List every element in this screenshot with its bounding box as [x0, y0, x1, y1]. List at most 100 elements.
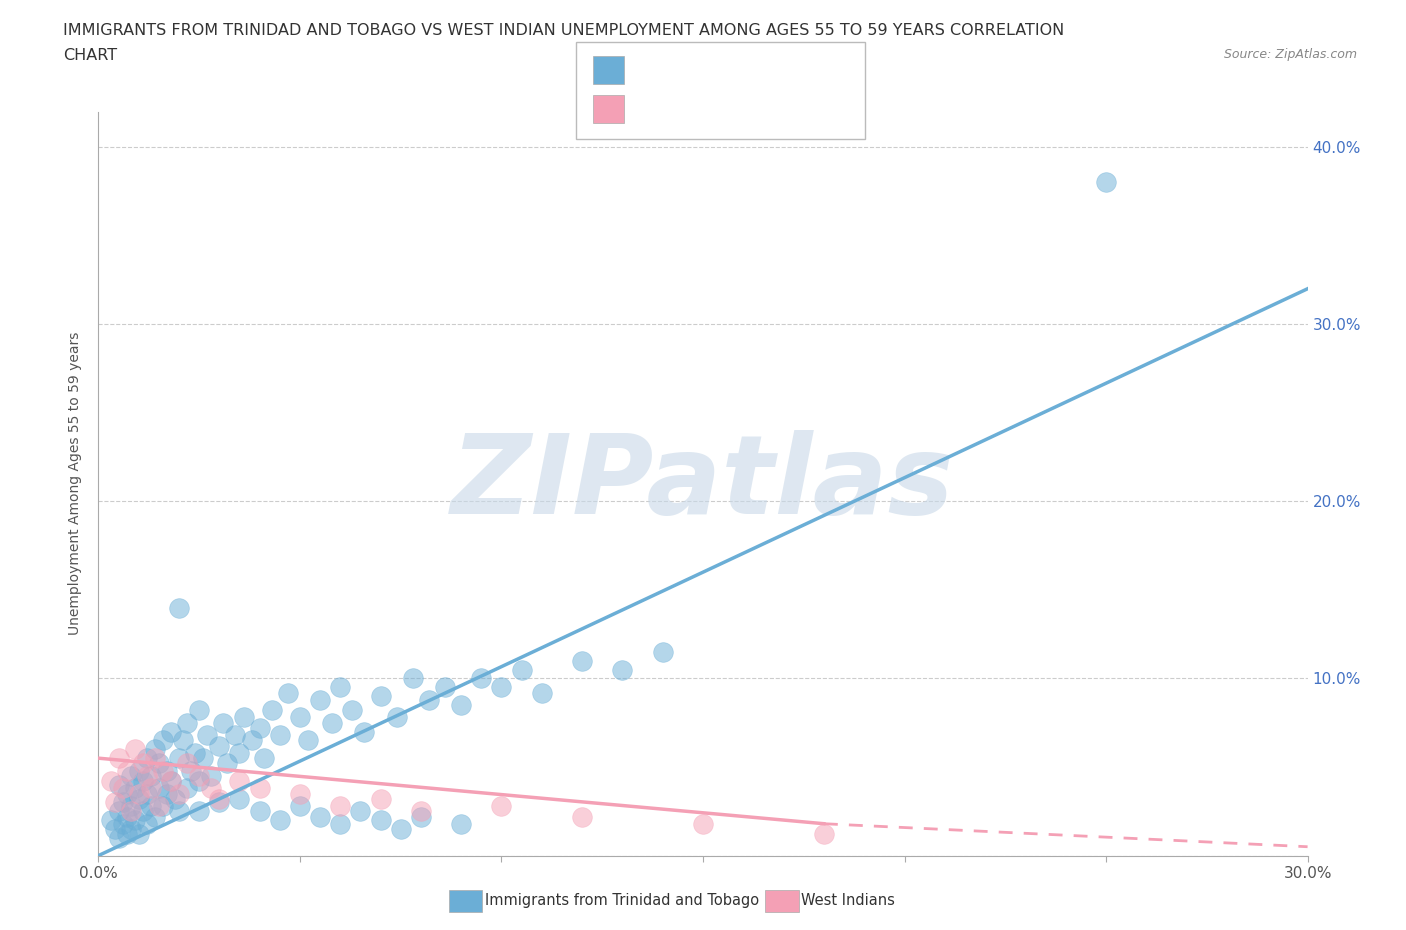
Text: -0.332: -0.332 [676, 101, 735, 119]
Point [188, 804, 211, 818]
Point [188, 774, 211, 789]
Point [450, 698, 472, 712]
Point [180, 764, 202, 778]
Point [107, 830, 129, 845]
Point [342, 703, 364, 718]
Point [329, 799, 352, 814]
Text: ZIPatlas: ZIPatlas [451, 430, 955, 538]
Point [228, 791, 250, 806]
Point [530, 685, 553, 700]
Point [115, 786, 138, 801]
Point [188, 768, 211, 783]
Point [249, 781, 271, 796]
Point [692, 817, 714, 831]
Point [139, 781, 162, 796]
Point [120, 799, 142, 814]
Point [349, 804, 371, 818]
Point [385, 710, 408, 724]
Point [212, 715, 235, 730]
Point [184, 746, 207, 761]
Point [510, 662, 533, 677]
Point [208, 738, 231, 753]
Point [107, 751, 129, 765]
Point [160, 774, 183, 789]
Point [277, 685, 299, 700]
Point [253, 751, 276, 765]
Point [571, 653, 593, 668]
Point [176, 756, 198, 771]
Point [156, 786, 179, 801]
Point [228, 746, 250, 761]
Point [111, 817, 134, 831]
Point [103, 795, 125, 810]
Point [370, 813, 392, 828]
Point [167, 751, 190, 765]
Point [124, 813, 146, 828]
Point [143, 809, 166, 824]
Point [100, 813, 122, 828]
Point [353, 724, 375, 739]
Point [100, 774, 122, 789]
Point [491, 799, 513, 814]
Point [450, 817, 472, 831]
Point [124, 742, 146, 757]
Point [329, 680, 352, 695]
Point [107, 804, 129, 818]
Point [143, 751, 166, 765]
Point [115, 764, 138, 778]
Point [288, 799, 311, 814]
Point [128, 764, 150, 778]
Point [124, 781, 146, 796]
Point [139, 768, 162, 783]
Point [200, 768, 222, 783]
Y-axis label: Unemployment Among Ages 55 to 59 years: Unemployment Among Ages 55 to 59 years [69, 332, 83, 635]
Point [132, 774, 155, 789]
Point [309, 809, 332, 824]
Point [269, 727, 291, 742]
Point [167, 804, 190, 818]
Point [389, 821, 412, 836]
Text: Immigrants from Trinidad and Tobago: Immigrants from Trinidad and Tobago [485, 893, 759, 908]
Point [111, 781, 134, 796]
Point [370, 689, 392, 704]
Text: 0.719: 0.719 [676, 62, 735, 80]
Point [288, 786, 311, 801]
Point [208, 791, 231, 806]
Point [232, 710, 254, 724]
Point [120, 821, 142, 836]
Point [115, 827, 138, 842]
Point [132, 804, 155, 818]
Point [193, 751, 215, 765]
Point [409, 804, 432, 818]
Text: West Indians: West Indians [801, 893, 896, 908]
Point [148, 799, 170, 814]
Point [148, 781, 170, 796]
Point [128, 827, 150, 842]
Text: CHART: CHART [63, 48, 117, 63]
Text: 30: 30 [778, 101, 800, 119]
Text: R =: R = [634, 62, 671, 80]
Point [143, 742, 166, 757]
Point [188, 703, 211, 718]
Point [418, 692, 440, 707]
Point [288, 710, 311, 724]
Text: N =: N = [735, 62, 783, 80]
Point [128, 791, 150, 806]
Point [163, 791, 186, 806]
Point [224, 727, 246, 742]
Point [115, 809, 138, 824]
Point [612, 662, 634, 677]
Text: IMMIGRANTS FROM TRINIDAD AND TOBAGO VS WEST INDIAN UNEMPLOYMENT AMONG AGES 55 TO: IMMIGRANTS FROM TRINIDAD AND TOBAGO VS W… [63, 23, 1064, 38]
Point [434, 680, 457, 695]
Text: N =: N = [735, 101, 783, 119]
Point [813, 827, 835, 842]
Point [195, 727, 218, 742]
Point [176, 781, 198, 796]
Point [148, 756, 170, 771]
Point [297, 733, 319, 748]
Point [135, 786, 157, 801]
Text: R =: R = [634, 101, 671, 119]
Point [249, 804, 271, 818]
Point [103, 821, 125, 836]
Point [249, 721, 271, 736]
